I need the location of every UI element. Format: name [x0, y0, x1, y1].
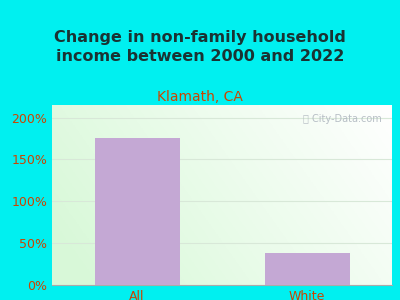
- Text: ⓘ City-Data.com: ⓘ City-Data.com: [303, 114, 382, 124]
- Bar: [94, 139, 180, 285]
- Bar: [264, 253, 350, 285]
- Text: Klamath, CA: Klamath, CA: [157, 90, 243, 104]
- Text: Change in non-family household
income between 2000 and 2022: Change in non-family household income be…: [54, 30, 346, 64]
